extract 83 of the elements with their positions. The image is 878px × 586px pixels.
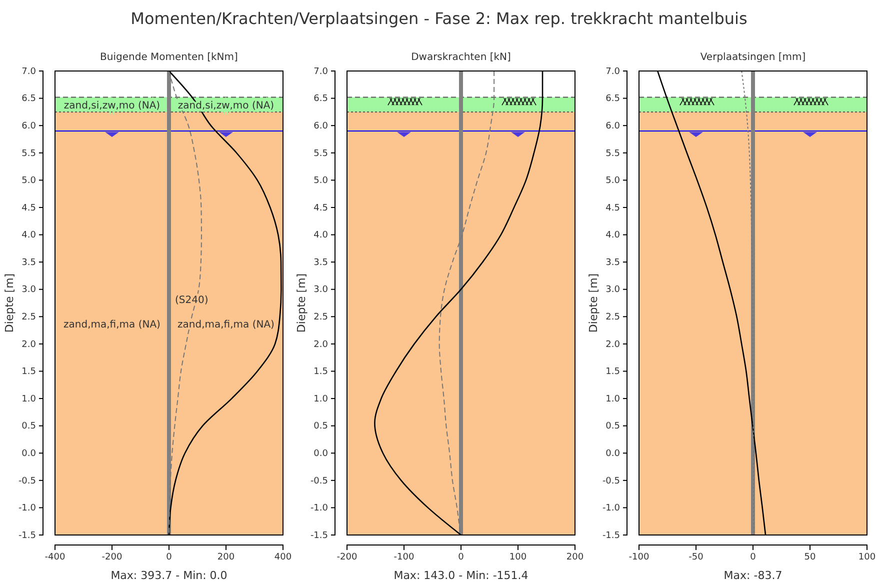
y-tick-label: 2.5 [606,312,620,323]
y-tick-label: -1.0 [18,504,36,514]
x-tick-label: 0 [166,552,172,562]
x-tick-label: -200 [336,552,358,562]
y-tick-label: -0.5 [602,476,620,486]
y-tick-label: 6.0 [22,121,36,132]
x-tick-label: -50 [688,552,704,562]
text: Momenten/Krachten/Verplaatsingen - Fase 2: Max rep. trekkracht mantelbuis [130,9,748,28]
y-tick-label: 2.5 [314,312,328,323]
y-axis-title: Diepte [m] [3,273,16,333]
band-label: zand,ma,fi,ma (NA) [178,319,275,330]
x-tick-label: 0 [458,552,464,562]
y-tick-label: 5.5 [606,148,620,159]
y-tick-label: 6.5 [22,94,36,104]
y-tick-label: -0.5 [18,476,36,486]
y-tick-label: -1.0 [602,504,620,514]
y-tick-label: 2.0 [314,340,328,350]
text: zand,ma,fi,ma (NA) [64,319,160,330]
y-tick-label: 5.5 [314,148,328,159]
y-tick-label: 7.0 [22,66,36,77]
y-axis-title: Diepte [m] [295,273,308,333]
y-tick-label: 1.0 [314,394,328,404]
y-tick-label: 0.0 [22,449,36,459]
y-tick-label: 1.0 [22,394,36,404]
x-tick-label: 200 [566,552,584,562]
y-tick-label: 2.0 [606,340,620,350]
y-tick-label: 1.5 [606,367,620,378]
y-tick-label: 6.0 [606,121,620,132]
y-tick-label: 5.0 [314,176,328,186]
y-tick-label: 3.0 [606,285,620,296]
x-axis-title: Max: -83.7 [724,569,782,582]
y-tick-label: 6.0 [314,121,328,132]
y-tick-label: 3.0 [22,285,36,296]
y-tick-label: 0.0 [314,449,328,459]
x-tick-label: 200 [217,552,235,562]
x-tick-label: 50 [804,552,816,562]
y-tick-label: 4.5 [314,203,328,214]
chart-subtitle: Dwarskrachten [kN] [411,52,512,63]
y-tick-label: 4.0 [606,230,620,241]
y-tick-label: 0.5 [606,422,620,432]
x-axis-title: Max: 393.7 - Min: 0.0 [110,569,228,582]
y-tick-label: 0.5 [314,422,328,432]
x-tick-label: -400 [44,552,66,562]
x-tick-label: 0 [750,552,756,562]
x-tick-label: 100 [858,552,876,562]
chart-subtitle: Verplaatsingen [mm] [700,52,806,63]
y-tick-label: -1.0 [310,504,328,514]
y-tick-label: 6.5 [606,94,620,104]
y-tick-label: -1.5 [310,530,328,541]
y-tick-label: 2.0 [22,340,36,350]
band-label: zand,si,zw,mo (NA) [64,100,160,112]
y-tick-label: -1.5 [602,530,620,541]
y-axis-title: Diepte [m] [587,273,600,333]
y-tick-label: 1.0 [606,394,620,404]
y-tick-label: 0.0 [606,449,620,459]
y-tick-label: 3.0 [314,285,328,296]
y-tick-label: 7.0 [606,66,620,77]
y-tick-label: -1.5 [18,530,36,541]
y-tick-label: 5.0 [22,176,36,186]
line-series [741,70,754,536]
y-tick-label: 4.0 [22,230,36,241]
y-tick-label: 4.5 [606,203,620,214]
x-tick-label: 400 [274,552,292,562]
y-tick-label: 3.5 [606,258,620,268]
y-tick-label: 1.5 [22,367,36,378]
y-tick-label: 4.5 [22,203,36,214]
chart-subtitle: Buigende Momenten [kNm] [100,52,238,63]
y-tick-label: 5.5 [22,148,36,159]
x-tick-label: -100 [628,552,650,562]
y-tick-label: 6.5 [314,94,328,104]
y-tick-label: 3.5 [314,258,328,268]
y-tick-label: 5.0 [606,176,620,186]
y-tick-label: 1.5 [314,367,328,378]
y-tick-label: 3.5 [22,258,36,268]
y-tick-label: 4.0 [314,230,328,241]
y-tick-label: 0.5 [22,422,36,432]
y-tick-label: 7.0 [314,66,328,77]
y-tick-label: 2.5 [22,312,36,323]
x-tick-label: 100 [509,552,527,562]
x-tick-label: -100 [394,552,414,562]
y-tick-label: -0.5 [310,476,328,486]
x-axis-title: Max: 143.0 - Min: -151.4 [394,569,528,582]
x-tick-label: -200 [102,552,122,562]
